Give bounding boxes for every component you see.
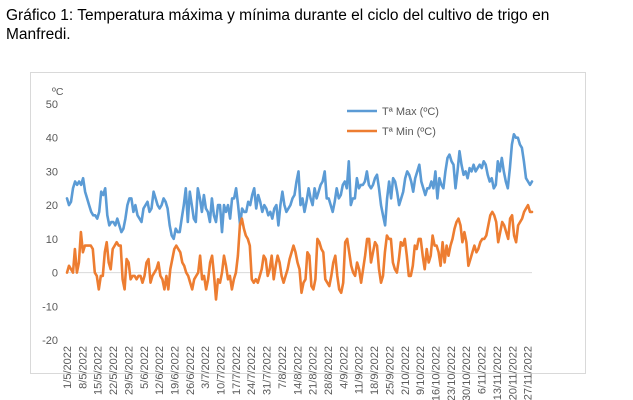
legend: Tª Max (ºC) Tª Min (ºC): [347, 106, 439, 138]
x-tick-label: 18/9/2022: [369, 346, 381, 395]
x-tick-label: 7/8/2022: [277, 346, 289, 389]
x-tick-label: 14/8/2022: [292, 346, 304, 395]
x-tick-label: 9/10/2022: [415, 346, 427, 395]
y-tick-label: 20: [46, 200, 58, 212]
x-tick-label: 11/9/2022: [354, 346, 366, 394]
y-tick-label: 10: [46, 234, 58, 246]
x-tick-label: 29/5/2022: [123, 346, 135, 395]
x-tick-label: 17/7/2022: [231, 346, 243, 395]
series-layer: [65, 133, 534, 301]
x-tick-label: 10/7/2022: [216, 346, 228, 395]
y-tick-label: 40: [46, 133, 58, 145]
x-tick-label: 23/10/2022: [446, 346, 458, 400]
x-tick-label: 19/6/2022: [169, 346, 181, 395]
x-tick-label: 31/7/2022: [262, 346, 274, 395]
x-tick-label: 6/11/2022: [477, 346, 489, 394]
x-tick-label: 27/11/2022: [523, 346, 535, 400]
x-tick-label: 20/11/2022: [507, 346, 519, 400]
x-tick-label: 28/8/2022: [323, 346, 335, 395]
x-tick-label: 4/9/2022: [338, 346, 350, 389]
x-tick-label: 13/11/2022: [492, 346, 504, 400]
x-tick-label: 1/5/2022: [62, 346, 74, 389]
y-tick-label: 30: [46, 166, 58, 178]
y-axis: -20 -10 0 10 20 30 40 50: [42, 99, 58, 347]
x-tick-label: 2/10/2022: [400, 346, 412, 395]
x-axis: 1/5/2022 8/5/2022 15/5/2022 22/5/2022 29/5/2…: [62, 346, 535, 400]
y-tick-label: 50: [46, 99, 58, 111]
x-tick-label: 12/6/2022: [154, 346, 166, 395]
x-tick-label: 25/9/2022: [384, 346, 396, 395]
legend-label: Tª Min (ºC): [382, 126, 436, 138]
y-tick-label: -20: [42, 335, 58, 347]
y-tick-label: 0: [52, 268, 58, 280]
y-tick-label: -10: [42, 301, 58, 313]
x-tick-label: 24/7/2022: [246, 346, 258, 395]
chart-frame: [30, 72, 586, 374]
x-tick-label: 30/10/2022: [461, 346, 473, 400]
y-unit-label: ºC: [52, 86, 64, 98]
x-tick-label: 26/6/2022: [185, 346, 197, 395]
x-tick-label: 21/8/2022: [308, 346, 320, 395]
series-line-min: [65, 203, 534, 301]
x-tick-label: 15/5/2022: [93, 346, 105, 395]
x-tick-label: 8/5/2022: [77, 346, 89, 389]
chart-caption: Gráfico 1: Temperatura máxima y mínima d…: [6, 7, 550, 43]
x-tick-label: 5/6/2022: [139, 346, 151, 389]
legend-label: Tª Max (ºC): [382, 106, 439, 118]
x-tick-label: 16/10/2022: [430, 346, 442, 400]
series-line-max: [65, 133, 534, 241]
x-tick-label: 3/7/2022: [200, 346, 212, 389]
x-tick-label: 22/5/2022: [108, 346, 120, 395]
